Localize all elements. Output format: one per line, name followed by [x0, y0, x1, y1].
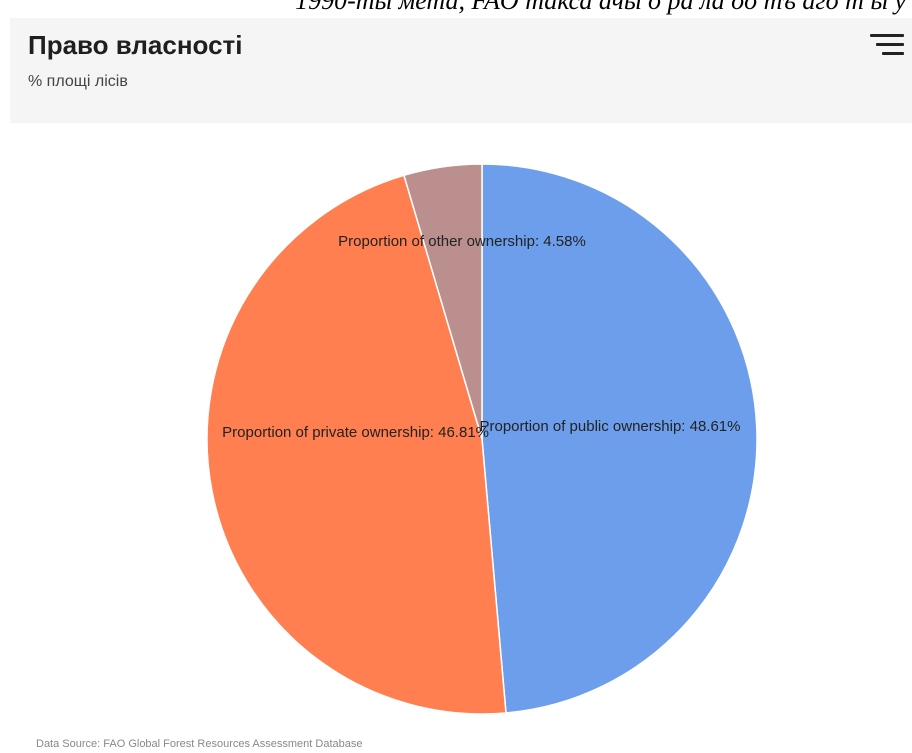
menu-line-middle	[876, 43, 904, 46]
pie-slice-1[interactable]	[206, 174, 507, 715]
hamburger-menu-icon[interactable]	[870, 32, 904, 60]
pie-labels: Proportion of public ownership: 48.61%Pr…	[222, 233, 740, 441]
data-source-note: Data Source: FAO Global Forest Resources…	[36, 738, 363, 750]
pie-label-1: Proportion of private ownership: 46.81%	[222, 424, 489, 441]
chart-header: Право власності % площі лісів	[10, 18, 912, 123]
menu-line-bottom	[882, 52, 904, 55]
pie-slice-0[interactable]	[481, 163, 758, 714]
chart-subtitle: % площі лісів	[28, 73, 128, 90]
pie-chart: Proportion of public ownership: 48.61%Pr…	[206, 163, 758, 715]
pie-label-0: Proportion of public ownership: 48.61%	[480, 418, 741, 435]
pie-slice-2[interactable]	[403, 163, 483, 440]
menu-line-top	[870, 34, 904, 37]
pie-slices	[206, 163, 758, 715]
chart-title: Право власності	[28, 30, 243, 60]
top-text-fragment: 1990-ты мета, FAO такса ачы о ра ла оо т…	[295, 0, 906, 15]
pie-label-2: Proportion of other ownership: 4.58%	[338, 233, 586, 250]
